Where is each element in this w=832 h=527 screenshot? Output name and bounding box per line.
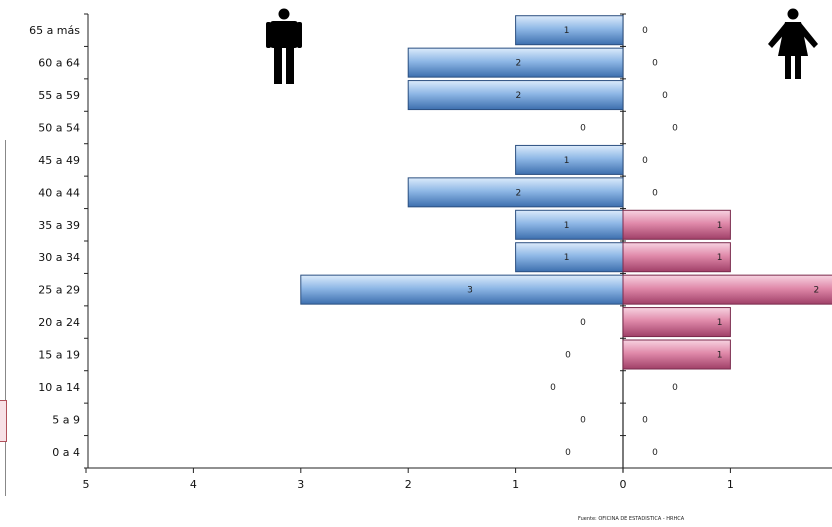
x-tick-label: 1 xyxy=(512,478,519,491)
male-icon xyxy=(266,8,302,84)
female-data-label: 1 xyxy=(717,221,723,231)
adjacent-panel-swatch xyxy=(0,400,7,442)
y-tick-label: 45 a 49 xyxy=(38,154,80,167)
female-bar xyxy=(622,307,731,338)
male-data-label: 1 xyxy=(564,253,570,263)
male-data-label: 1 xyxy=(564,156,570,166)
x-tick-label: 5 xyxy=(83,478,90,491)
male-bar xyxy=(515,242,624,273)
y-tick-label: 35 a 39 xyxy=(38,219,80,232)
source-note: Fuente: OFICINA DE ESTADISTICA - HRHCA xyxy=(578,516,685,522)
male-bar xyxy=(407,47,624,78)
x-tick-label: 2 xyxy=(405,478,412,491)
adjacent-panel-edge xyxy=(0,140,6,496)
y-tick-label: 0 a 4 xyxy=(52,446,80,459)
male-bar xyxy=(515,144,624,175)
female-data-label: 0 xyxy=(642,26,648,36)
female-bar xyxy=(622,274,832,305)
male-data-label: 0 xyxy=(565,448,571,458)
female-data-label: 1 xyxy=(717,351,723,361)
female-data-label: 0 xyxy=(652,59,658,69)
y-tick-label: 15 a 19 xyxy=(38,349,80,362)
male-data-label: 2 xyxy=(515,59,521,69)
y-tick-label: 10 a 14 xyxy=(38,381,80,394)
male-bar xyxy=(515,209,624,240)
male-data-label: 0 xyxy=(550,383,556,393)
female-data-label: 1 xyxy=(717,318,723,328)
female-bar xyxy=(622,209,731,240)
y-tick-label: 20 a 24 xyxy=(38,316,80,329)
y-tick-label: 40 a 44 xyxy=(38,186,80,199)
y-tick-label: 50 a 54 xyxy=(38,122,80,135)
bars xyxy=(300,15,832,370)
female-data-label: 2 xyxy=(813,286,819,296)
y-tick-label: 5 a 9 xyxy=(52,413,80,426)
male-data-label: 1 xyxy=(564,26,570,36)
male-data-label: 0 xyxy=(580,124,586,134)
y-tick-label: 65 a más xyxy=(29,24,80,37)
male-data-label: 0 xyxy=(580,318,586,328)
female-data-label: 0 xyxy=(652,448,658,458)
male-data-label: 2 xyxy=(515,91,521,101)
female-icon xyxy=(768,8,818,79)
y-tick-label: 30 a 34 xyxy=(38,251,80,264)
x-tick-label: 3 xyxy=(297,478,304,491)
y-tick-label: 25 a 29 xyxy=(38,284,80,297)
data-labels: 1 2 2 0 1 2 1 1 3 0 0 0 0 0 0 0 0 0 0 0 1 1 2 1 1 0 0 0 xyxy=(467,26,819,458)
female-data-label: 0 xyxy=(642,156,648,166)
female-data-label: 0 xyxy=(662,91,668,101)
female-bar xyxy=(622,339,731,370)
male-data-label: 2 xyxy=(515,188,521,198)
y-tick-label: 55 a 59 xyxy=(38,89,80,102)
male-data-label: 0 xyxy=(580,415,586,425)
female-data-label: 0 xyxy=(642,415,648,425)
female-data-label: 0 xyxy=(672,124,678,134)
female-data-label: 1 xyxy=(717,253,723,263)
y-tick-label: 60 a 64 xyxy=(38,57,80,70)
male-data-label: 1 xyxy=(564,221,570,231)
female-bar xyxy=(622,242,731,273)
female-data-label: 0 xyxy=(652,188,658,198)
male-bar xyxy=(515,15,624,46)
x-tick-label: 0 xyxy=(620,478,627,491)
male-bar xyxy=(300,274,624,305)
x-tick-label: 4 xyxy=(190,478,197,491)
x-tick-label: 1 xyxy=(727,478,734,491)
male-data-label: 0 xyxy=(565,351,571,361)
female-data-label: 0 xyxy=(672,383,678,393)
male-data-label: 3 xyxy=(467,286,473,296)
male-bar xyxy=(407,80,624,111)
male-bar xyxy=(407,177,624,208)
